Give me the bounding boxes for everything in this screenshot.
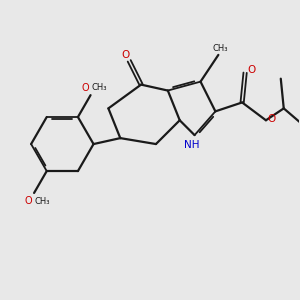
Text: CH₃: CH₃	[35, 197, 50, 206]
Text: CH₃: CH₃	[91, 83, 106, 92]
Text: O: O	[248, 65, 256, 75]
Text: O: O	[122, 50, 130, 61]
Text: O: O	[81, 83, 89, 93]
Text: O: O	[268, 114, 276, 124]
Text: CH₃: CH₃	[212, 44, 228, 53]
Text: O: O	[25, 196, 32, 206]
Text: NH: NH	[184, 140, 200, 150]
